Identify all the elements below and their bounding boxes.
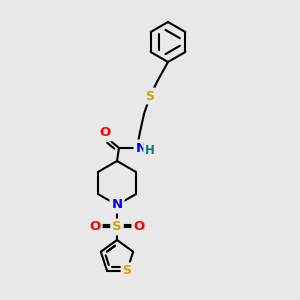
Text: H: H <box>145 145 155 158</box>
Text: N: N <box>135 142 147 154</box>
Text: N: N <box>111 199 123 212</box>
Text: O: O <box>89 220 100 233</box>
Text: O: O <box>99 127 111 140</box>
Text: S: S <box>122 264 131 277</box>
Text: S: S <box>112 220 122 233</box>
Text: S: S <box>146 89 154 103</box>
Text: O: O <box>134 220 145 233</box>
